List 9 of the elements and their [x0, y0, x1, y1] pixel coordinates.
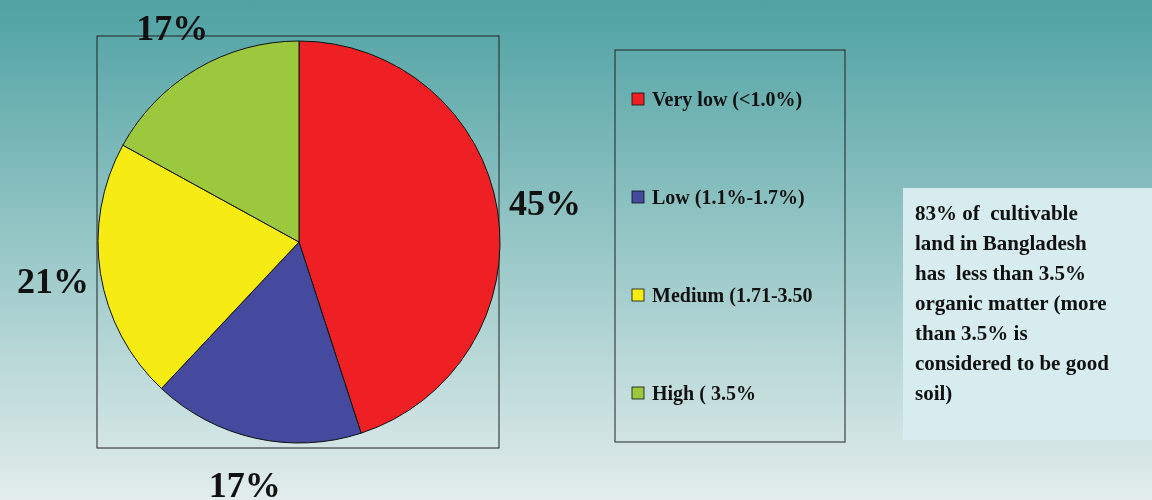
- data-label: 21%: [17, 260, 90, 301]
- legend-label: Medium (1.71-3.50: [652, 284, 813, 307]
- data-label: 45%: [508, 183, 581, 224]
- data-label: 17%: [208, 465, 281, 500]
- legend-label: High ( 3.5%: [652, 382, 756, 405]
- legend-label: Very low (<1.0%): [652, 88, 803, 111]
- data-label: 17%: [136, 7, 209, 48]
- legend-label: Low (1.1%-1.7%): [652, 186, 805, 209]
- text: 83% of cultivable land in Bangladesh has less than 3.5% organic matter (more than 3.5% is considered to be good soil): [903, 188, 1152, 440]
